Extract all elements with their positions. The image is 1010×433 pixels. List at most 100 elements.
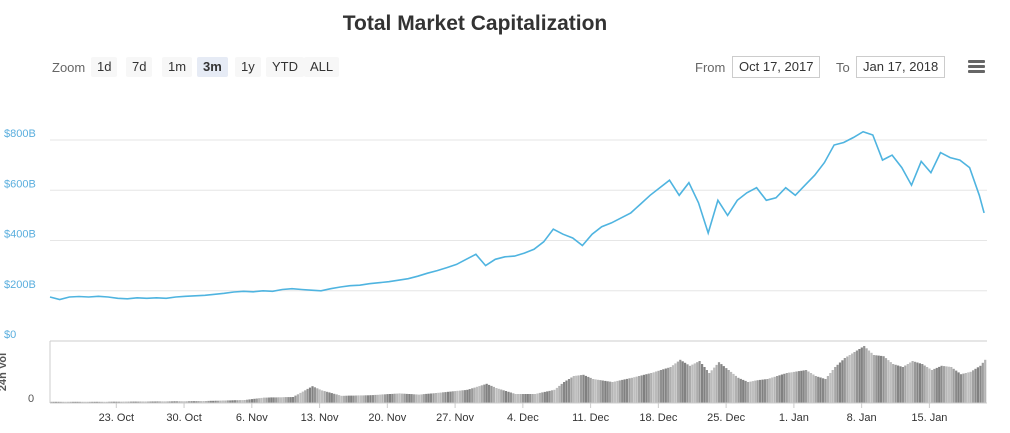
- zoom-1m-button[interactable]: 1m: [162, 57, 193, 77]
- volume-bar: [638, 376, 641, 403]
- volume-bar: [381, 394, 384, 403]
- x-tick-label: 25. Dec: [707, 412, 745, 424]
- volume-bar: [785, 373, 788, 403]
- volume-bar: [253, 398, 256, 403]
- volume-bar: [759, 379, 762, 403]
- volume-bar: [935, 367, 938, 403]
- volume-bar: [202, 401, 205, 403]
- volume-bar: [906, 364, 909, 403]
- volume-bar: [384, 394, 387, 403]
- volume-bar: [166, 401, 169, 403]
- volume-bar: [739, 378, 742, 403]
- volume-bar: [642, 374, 646, 403]
- volume-bar: [209, 400, 212, 403]
- volume-bar: [272, 397, 275, 403]
- volume-bar: [943, 366, 946, 403]
- zoom-7d-button[interactable]: 7d: [126, 57, 153, 77]
- volume-bar: [330, 393, 333, 403]
- volume-bar: [79, 401, 82, 403]
- volume-bar: [630, 377, 633, 403]
- volume-bar: [456, 390, 459, 403]
- volume-bar: [783, 373, 786, 404]
- volume-bar: [606, 381, 609, 404]
- volume-bar: [485, 383, 488, 403]
- volume-bar: [473, 387, 476, 403]
- to-date-input[interactable]: Jan 17, 2018: [856, 56, 946, 78]
- volume-bar: [899, 366, 902, 404]
- volume-bar: [495, 388, 498, 403]
- volume-bar: [149, 401, 152, 403]
- volume-bar: [565, 380, 568, 403]
- zoom-3m-button[interactable]: 3m: [197, 57, 228, 77]
- volume-bar: [848, 355, 851, 403]
- volume-bar: [275, 397, 278, 403]
- volume-bar: [422, 394, 425, 403]
- volume-bar: [601, 380, 604, 403]
- volume-bar: [429, 393, 433, 403]
- volume-bar: [838, 362, 842, 403]
- zoom-ytd-button[interactable]: YTD: [266, 57, 304, 77]
- volume-bar: [507, 391, 510, 404]
- volume-bar: [512, 393, 515, 404]
- volume-bar: [178, 401, 181, 403]
- zoom-1d-button[interactable]: 1d: [91, 57, 118, 77]
- volume-bar: [250, 399, 254, 403]
- volume-bar: [979, 365, 982, 403]
- volume-bar: [105, 401, 108, 403]
- volume-bar: [863, 346, 866, 403]
- volume-bar: [976, 367, 979, 403]
- volume-bar: [705, 370, 708, 403]
- volume-bar: [732, 373, 735, 403]
- volume-bar: [875, 355, 878, 403]
- volume-bar: [778, 375, 781, 404]
- volume-bar: [662, 369, 665, 404]
- volume-bar: [367, 395, 370, 403]
- zoom-all-button[interactable]: ALL: [304, 57, 340, 77]
- volume-bar: [325, 391, 329, 404]
- volume-bar: [115, 401, 118, 403]
- volume-bar: [647, 373, 650, 403]
- volume-bar: [156, 401, 159, 403]
- volume-bar: [771, 377, 774, 403]
- from-date-input[interactable]: Oct 17, 2017: [732, 56, 821, 78]
- volume-bar: [761, 379, 764, 403]
- volume-bar: [190, 401, 193, 403]
- volume-bar: [369, 395, 372, 403]
- volume-bar: [526, 394, 529, 403]
- x-tick-label: 11. Dec: [572, 412, 610, 424]
- volume-bar: [851, 353, 854, 403]
- volume-bar: [543, 391, 546, 403]
- volume-bar: [802, 370, 805, 403]
- volume-bar: [829, 373, 832, 403]
- volume-bar: [657, 370, 660, 404]
- volume-bar: [386, 394, 389, 403]
- volume-bar: [674, 363, 677, 403]
- volume-bar: [263, 397, 266, 403]
- volume-zero-label: 0: [28, 393, 34, 405]
- volume-bar: [766, 379, 769, 403]
- hamburger-menu-icon[interactable]: [968, 60, 985, 74]
- volume-bar: [83, 401, 87, 403]
- volume-bar: [362, 395, 365, 403]
- volume-bar: [158, 401, 162, 403]
- volume-bar: [500, 389, 503, 403]
- volume-bar: [265, 397, 268, 404]
- volume-bar: [62, 401, 65, 403]
- volume-bar: [267, 397, 270, 403]
- volume-bar: [132, 401, 135, 403]
- volume-bar: [546, 391, 549, 403]
- volume-bar: [127, 401, 130, 403]
- x-tick-label: 4. Dec: [507, 412, 539, 424]
- volume-bar: [388, 394, 391, 403]
- volume-bar: [425, 393, 428, 403]
- volume-bar: [54, 401, 57, 403]
- volume-bar: [952, 368, 955, 403]
- volume-bar: [529, 394, 532, 403]
- volume-bar: [287, 397, 290, 403]
- volume-bar: [299, 392, 302, 403]
- zoom-1y-button[interactable]: 1y: [235, 57, 261, 77]
- volume-bar: [226, 400, 229, 403]
- volume-bar: [171, 401, 174, 403]
- volume-bar: [151, 401, 154, 403]
- volume-bar: [137, 401, 140, 403]
